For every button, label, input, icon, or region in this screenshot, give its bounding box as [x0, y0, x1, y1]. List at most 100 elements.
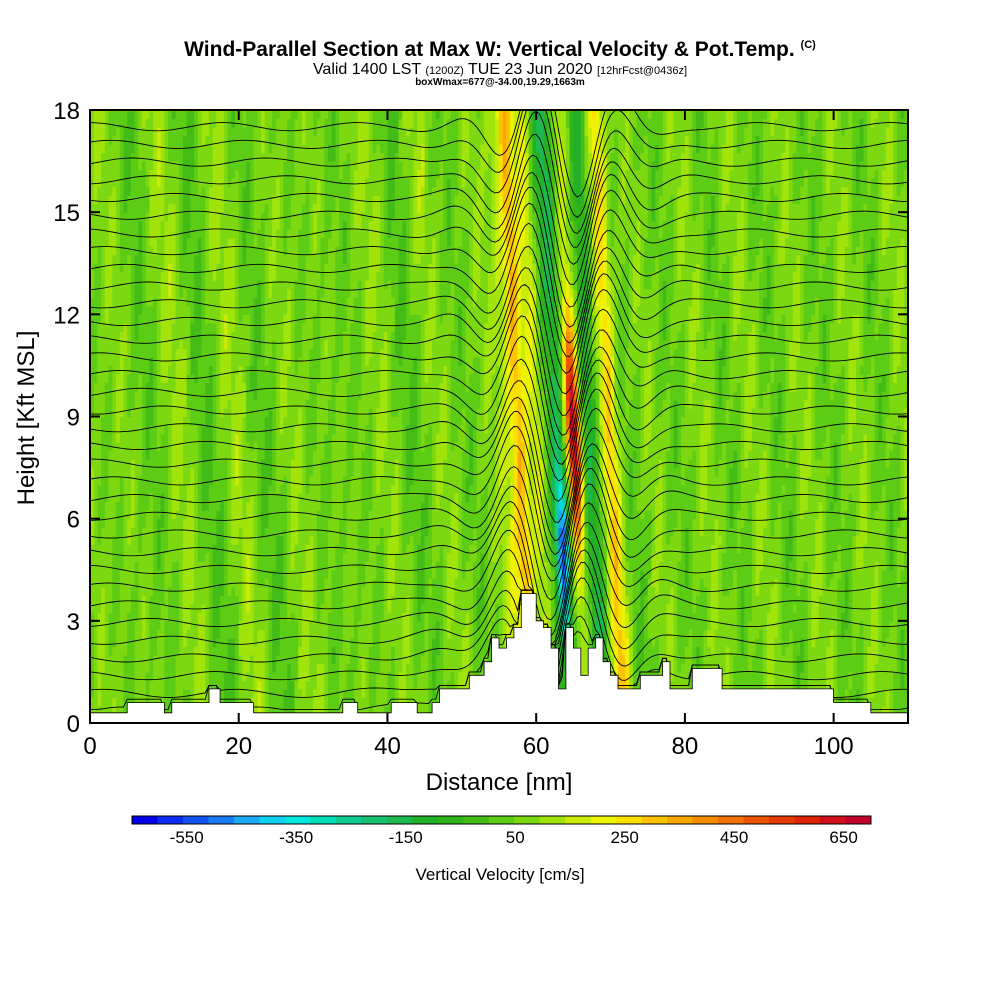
field-cell [320, 271, 325, 281]
field-cell [246, 144, 251, 154]
field-cell [175, 203, 180, 213]
field-cell [168, 212, 173, 222]
field-cell [145, 637, 151, 647]
field-cell [145, 169, 151, 179]
field-cell [249, 331, 255, 341]
field-cell [223, 637, 229, 647]
field-cell [331, 186, 336, 196]
field-cell [264, 365, 270, 375]
field-cell [201, 118, 206, 128]
field-cell [335, 544, 340, 554]
field-cell [112, 186, 117, 196]
field-cell [138, 544, 143, 554]
field-cell [249, 612, 255, 622]
field-cell [138, 595, 143, 605]
field-cell [220, 118, 225, 128]
field-cell [119, 646, 125, 656]
field-cell [145, 390, 151, 401]
field-cell [197, 680, 203, 690]
field-cell [171, 118, 177, 128]
field-cell [175, 390, 180, 401]
field-cell [190, 195, 195, 205]
field-cell [119, 552, 125, 562]
field-cell [171, 297, 177, 307]
field-cell [301, 654, 307, 664]
field-cell [138, 373, 143, 384]
field-cell [104, 544, 110, 554]
field-cell [223, 484, 229, 494]
field-cell [231, 646, 236, 656]
field-cell [253, 263, 258, 273]
field-cell [179, 220, 184, 230]
field-cell [320, 144, 325, 154]
field-cell [257, 246, 262, 256]
field-cell [223, 135, 229, 145]
field-cell [242, 178, 247, 188]
field-cell [164, 416, 169, 426]
field-cell [93, 144, 99, 154]
field-cell [316, 212, 322, 222]
field-cell [242, 348, 247, 358]
field-cell [216, 203, 221, 213]
field-cell [179, 425, 184, 435]
field-cell [194, 365, 199, 375]
field-cell [235, 459, 240, 469]
field-cell [313, 518, 318, 528]
field-cell [212, 646, 218, 656]
field-cell [194, 305, 199, 315]
field-cell [227, 314, 232, 324]
field-cell [249, 348, 255, 358]
field-cell [164, 510, 169, 520]
field-cell [156, 212, 162, 222]
field-cell [272, 195, 277, 205]
field-cell [127, 212, 132, 222]
field-cell [156, 493, 162, 503]
field-cell [130, 144, 136, 154]
field-cell [287, 339, 292, 349]
field-cell [238, 620, 244, 630]
field-cell [205, 595, 210, 605]
field-cell [175, 518, 180, 528]
field-cell [116, 518, 121, 528]
field-cell [298, 459, 303, 469]
field-cell [197, 314, 203, 324]
field-cell [205, 152, 210, 162]
field-cell [149, 671, 154, 682]
field-cell [119, 399, 125, 409]
field-cell [208, 322, 214, 332]
field-cell [305, 127, 310, 137]
field-cell [149, 476, 154, 486]
field-cell [119, 195, 125, 205]
field-cell [298, 680, 303, 690]
field-cell [138, 280, 143, 290]
field-cell [138, 356, 143, 367]
field-cell [194, 603, 199, 613]
field-cell [186, 637, 191, 647]
field-cell [208, 450, 214, 460]
field-cell [93, 510, 99, 520]
field-cell [309, 535, 314, 545]
field-cell [287, 654, 292, 664]
field-cell [249, 697, 255, 707]
field-cell [238, 663, 244, 673]
field-cell [257, 135, 262, 145]
field-cell [287, 144, 292, 154]
field-cell [275, 339, 281, 349]
field-cell [301, 484, 307, 494]
field-cell [316, 186, 322, 196]
field-cell [283, 501, 288, 511]
field-cell [220, 288, 225, 298]
field-cell [197, 442, 203, 452]
field-cell [223, 501, 229, 511]
field-cell [324, 135, 329, 145]
field-cell [238, 152, 244, 162]
field-cell [279, 680, 284, 690]
field-cell [249, 135, 255, 145]
field-cell [342, 246, 348, 256]
field-cell [279, 612, 284, 622]
field-cell [123, 288, 128, 298]
field-cell [112, 603, 117, 613]
field-cell [197, 246, 203, 256]
field-cell [235, 654, 240, 664]
field-cell [212, 629, 218, 639]
